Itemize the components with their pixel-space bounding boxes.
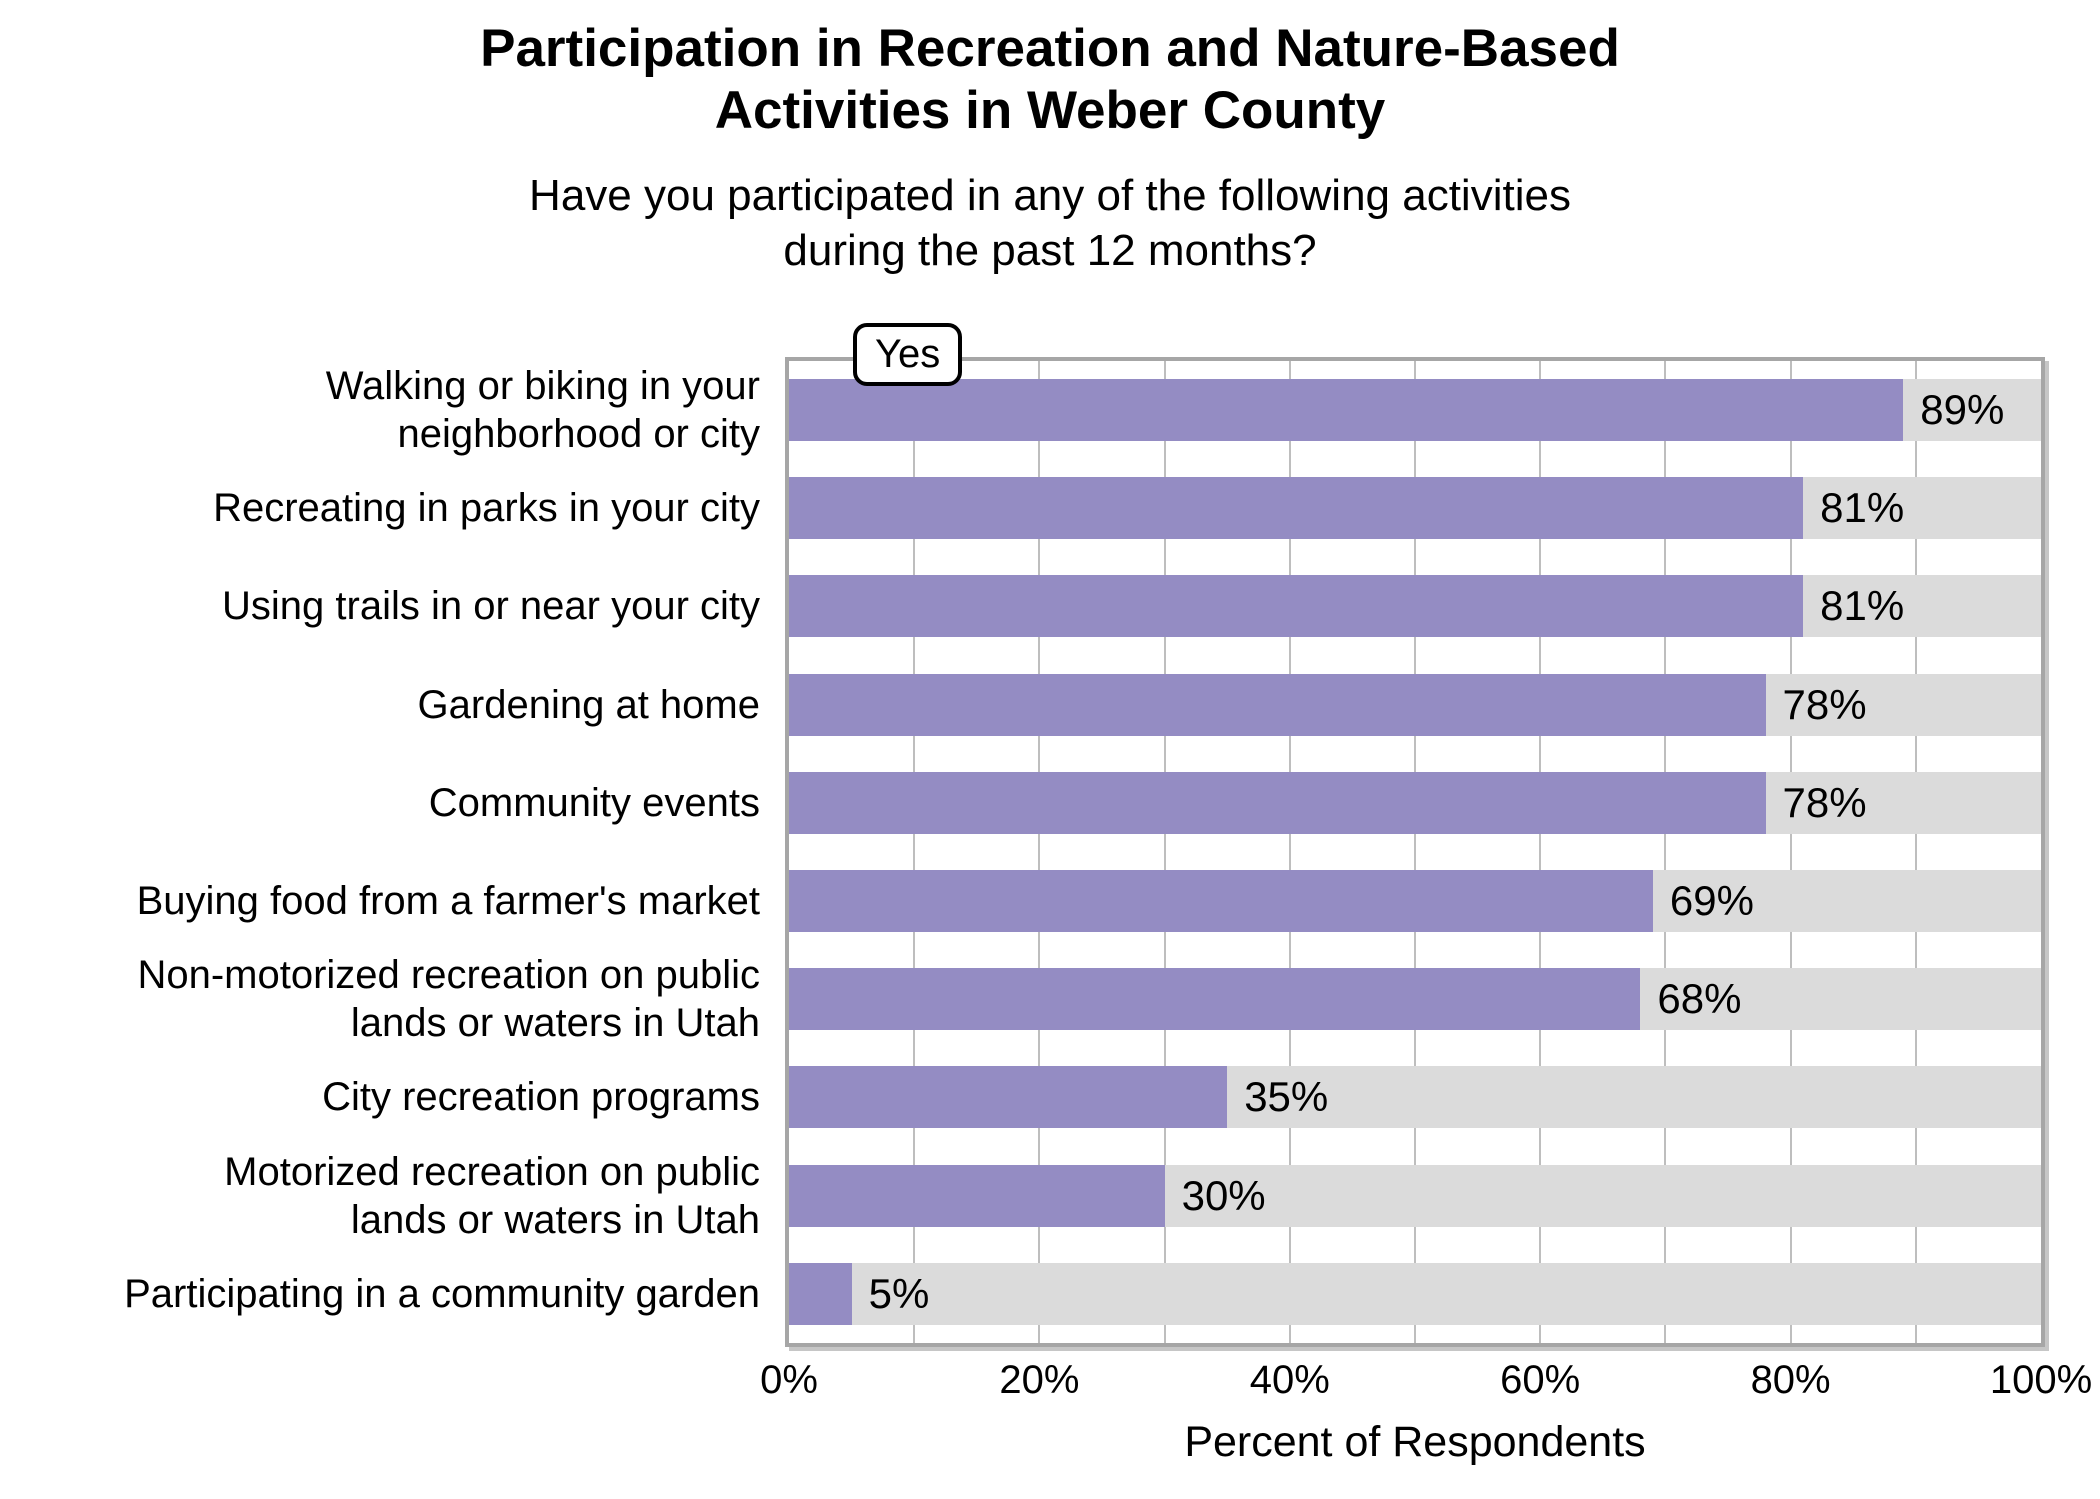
x-tick-label: 100% — [1989, 1358, 2093, 1402]
category-label: Gardening at home — [417, 682, 760, 727]
bar — [789, 968, 1641, 1031]
value-label: 89% — [1920, 386, 2005, 433]
bar-row: 81% — [789, 557, 2041, 655]
bar-row: 5% — [789, 1245, 2041, 1343]
category-label: Using trails in or near your city — [222, 584, 760, 629]
bar — [789, 870, 1653, 932]
bar — [789, 379, 1904, 441]
bar — [789, 1066, 1228, 1129]
bar — [789, 771, 1766, 834]
gridline — [1789, 361, 1792, 1343]
x-tick-label: 40% — [1249, 1358, 1330, 1402]
bar — [789, 1164, 1165, 1227]
category-label: Buying food from a farmer's market — [136, 879, 760, 924]
value-label: 78% — [1782, 680, 1867, 728]
page-title: Participation in Recreation and Nature-B… — [480, 19, 1620, 140]
value-label: 81% — [1820, 484, 1905, 532]
legend-yes-label: Yes — [875, 332, 941, 376]
gridline — [1288, 361, 1291, 1343]
value-label: 5% — [868, 1269, 930, 1317]
category-label: Participating in a community garden — [124, 1271, 760, 1316]
bar — [789, 1262, 852, 1325]
bar-row: 78% — [789, 754, 2041, 852]
value-label: 78% — [1782, 778, 1867, 826]
bar — [789, 673, 1766, 736]
gridline — [913, 361, 916, 1343]
category-label: Non-motorized recreation on public lands… — [137, 953, 760, 1046]
x-tick-label: 0% — [760, 1358, 818, 1402]
x-tick-label: 20% — [999, 1358, 1080, 1402]
x-tick-label: 60% — [1500, 1358, 1581, 1402]
bar-row: 35% — [789, 1048, 2041, 1146]
value-label: 35% — [1244, 1073, 1329, 1121]
value-label: 68% — [1657, 975, 1742, 1023]
category-label: Walking or biking in your neighborhood o… — [325, 364, 760, 457]
bar-row: 30% — [789, 1147, 2041, 1245]
gridline — [1539, 361, 1542, 1343]
plot-panel: 89% 81% 81% 78% 78% 69% 68% 35% 30% 5% — [785, 357, 2045, 1347]
category-label: Motorized recreation on public lands or … — [224, 1149, 760, 1242]
value-label: 69% — [1669, 877, 1754, 924]
value-label: 30% — [1181, 1171, 1266, 1219]
bar-row: 68% — [789, 950, 2041, 1048]
gridline — [1414, 361, 1416, 1343]
bar-row: 89% — [789, 361, 2041, 459]
gridline — [1163, 361, 1166, 1343]
page-subtitle: Have you participated in any of the foll… — [529, 171, 1571, 275]
gridline — [1914, 361, 1917, 1343]
value-label: 81% — [1820, 582, 1905, 630]
category-label: Recreating in parks in your city — [213, 486, 760, 531]
bar — [789, 575, 1804, 638]
legend-yes-box: Yes — [853, 323, 963, 386]
x-tick-label: 80% — [1750, 1358, 1831, 1402]
category-label: Community events — [428, 780, 760, 825]
gridline — [1038, 361, 1041, 1343]
bar-row: 78% — [789, 656, 2041, 754]
y-axis-category-labels: Walking or biking in your neighborhood o… — [0, 361, 760, 1343]
x-axis-title: Percent of Respondents — [1184, 1418, 1646, 1466]
bar-row: 81% — [789, 459, 2041, 557]
bar-track — [789, 1262, 2041, 1325]
gridline — [1664, 361, 1667, 1343]
category-label: City recreation programs — [322, 1075, 760, 1120]
bar-row: 69% — [789, 852, 2041, 950]
bar — [789, 477, 1804, 540]
